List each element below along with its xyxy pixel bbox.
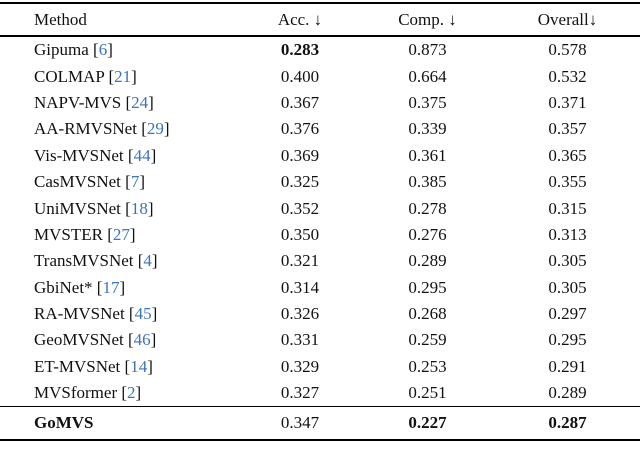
- table-row: Gipuma [6] 0.283 0.873 0.578: [0, 36, 640, 63]
- method-cell: CasMVSNet [7]: [34, 172, 145, 192]
- method-cell: AA-RMVSNet [29]: [34, 119, 170, 139]
- citation-link[interactable]: 46: [133, 330, 151, 350]
- method-cell: RA-MVSNet [45]: [34, 304, 158, 324]
- method-cell: COLMAP [21]: [34, 66, 137, 86]
- footer-row: GoMVS 0.347 0.227 0.287: [0, 406, 640, 441]
- header-row: Method Acc. ↓ Comp. ↓ Overall↓: [0, 3, 640, 36]
- citation-link[interactable]: 17: [102, 277, 120, 297]
- table-row: Vis-MVSNet [44] 0.369 0.361 0.365: [0, 143, 640, 169]
- method-cell: UniMVSNet [18]: [34, 198, 154, 218]
- citation-link[interactable]: 7: [130, 172, 140, 192]
- col-header-comp: Comp. ↓: [398, 9, 457, 29]
- acc-cell: 0.350: [280, 224, 320, 244]
- acc-cell: 0.369: [280, 145, 320, 165]
- table-row: GeoMVSNet [46] 0.331 0.259 0.295: [0, 327, 640, 353]
- citation-link[interactable]: 45: [134, 304, 152, 324]
- col-header-method: Method: [34, 9, 87, 29]
- method-cell: NAPV-MVS [24]: [34, 92, 154, 112]
- citation-link[interactable]: 29: [146, 119, 164, 139]
- acc-cell: 0.329: [280, 356, 320, 376]
- comp-cell: 0.251: [408, 383, 447, 403]
- results-table: Method Acc. ↓ Comp. ↓ Overall↓ Gipuma [6…: [0, 2, 640, 442]
- overall-cell: 0.305: [548, 277, 587, 297]
- overall-cell: 0.295: [548, 330, 587, 350]
- method-cell: MVSTER [27]: [34, 224, 136, 244]
- citation-link[interactable]: 24: [131, 92, 149, 112]
- overall-cell: 0.371: [548, 92, 587, 112]
- method-cell: ET-MVSNet [14]: [34, 356, 153, 376]
- overall-cell: 0.532: [548, 66, 587, 86]
- method-cell: GoMVS: [34, 413, 94, 433]
- acc-cell: 0.326: [280, 304, 320, 324]
- table-row: UniMVSNet [18] 0.352 0.278 0.315: [0, 195, 640, 221]
- method-cell: GeoMVSNet [46]: [34, 330, 157, 350]
- acc-cell: 0.331: [280, 330, 320, 350]
- table-row: AA-RMVSNet [29] 0.376 0.339 0.357: [0, 116, 640, 142]
- overall-cell: 0.313: [548, 224, 587, 244]
- table-body: Gipuma [6] 0.283 0.873 0.578 COLMAP [21] 0.40…: [0, 36, 640, 407]
- comp-cell: 0.375: [408, 92, 447, 112]
- comp-cell: 0.278: [408, 198, 447, 218]
- col-header-acc: Acc. ↓: [277, 9, 323, 29]
- method-cell: Vis-MVSNet [44]: [34, 145, 157, 165]
- table-row: TransMVSNet [4] 0.321 0.289 0.305: [0, 248, 640, 274]
- comp-cell: 0.339: [408, 119, 447, 139]
- method-cell: TransMVSNet [4]: [34, 251, 158, 271]
- overall-cell: 0.297: [548, 304, 587, 324]
- acc-cell: 0.325: [280, 172, 320, 192]
- overall-cell: 0.578: [548, 40, 587, 60]
- overall-cell: 0.355: [548, 172, 587, 192]
- citation-link[interactable]: 18: [130, 198, 148, 218]
- overall-cell: 0.357: [548, 119, 587, 139]
- table-row: CasMVSNet [7] 0.325 0.385 0.355: [0, 169, 640, 195]
- comp-cell: 0.295: [408, 277, 447, 297]
- acc-cell: 0.321: [280, 251, 320, 271]
- acc-cell: 0.352: [280, 198, 320, 218]
- citation-link[interactable]: 21: [114, 66, 132, 86]
- acc-cell: 0.327: [280, 383, 320, 403]
- overall-cell: 0.287: [548, 413, 587, 433]
- table-row: RA-MVSNet [45] 0.326 0.268 0.297: [0, 301, 640, 327]
- comp-cell: 0.385: [408, 172, 447, 192]
- col-header-overall: Overall↓: [537, 9, 598, 29]
- acc-cell: 0.347: [280, 413, 320, 433]
- table-row: MVSformer [2] 0.327 0.251 0.289: [0, 380, 640, 407]
- overall-cell: 0.289: [548, 383, 587, 403]
- comp-cell: 0.253: [408, 356, 447, 376]
- acc-cell: 0.400: [280, 66, 320, 86]
- citation-link[interactable]: 4: [143, 251, 152, 271]
- acc-cell: 0.376: [280, 119, 320, 139]
- comp-cell: 0.268: [408, 304, 447, 324]
- comp-cell: 0.259: [408, 330, 447, 350]
- citation-link[interactable]: 44: [133, 145, 151, 165]
- method-cell: Gipuma [6]: [34, 40, 113, 60]
- method-cell: MVSformer [2]: [34, 383, 142, 403]
- citation-link[interactable]: 6: [98, 40, 108, 60]
- method-cell: GbiNet* [17]: [34, 277, 126, 297]
- overall-cell: 0.291: [548, 356, 587, 376]
- acc-cell: 0.367: [280, 92, 320, 112]
- citation-link[interactable]: 2: [127, 383, 136, 403]
- table-row: NAPV-MVS [24] 0.367 0.375 0.371: [0, 90, 640, 116]
- overall-cell: 0.365: [548, 145, 587, 165]
- comp-cell: 0.289: [408, 251, 447, 271]
- table-row: MVSTER [27] 0.350 0.276 0.313: [0, 222, 640, 248]
- overall-cell: 0.315: [548, 198, 587, 218]
- comp-cell: 0.873: [408, 40, 447, 60]
- table-row: ET-MVSNet [14] 0.329 0.253 0.291: [0, 354, 640, 380]
- comp-cell: 0.227: [408, 413, 447, 433]
- citation-link[interactable]: 14: [130, 356, 148, 376]
- comp-cell: 0.276: [408, 224, 447, 244]
- table-row: COLMAP [21] 0.400 0.664 0.532: [0, 63, 640, 89]
- acc-cell: 0.314: [280, 277, 320, 297]
- comp-cell: 0.664: [408, 66, 447, 86]
- citation-link[interactable]: 27: [112, 224, 130, 244]
- table-row: GbiNet* [17] 0.314 0.295 0.305: [0, 275, 640, 301]
- comp-cell: 0.361: [408, 145, 447, 165]
- overall-cell: 0.305: [548, 251, 587, 271]
- acc-cell: 0.283: [280, 40, 320, 60]
